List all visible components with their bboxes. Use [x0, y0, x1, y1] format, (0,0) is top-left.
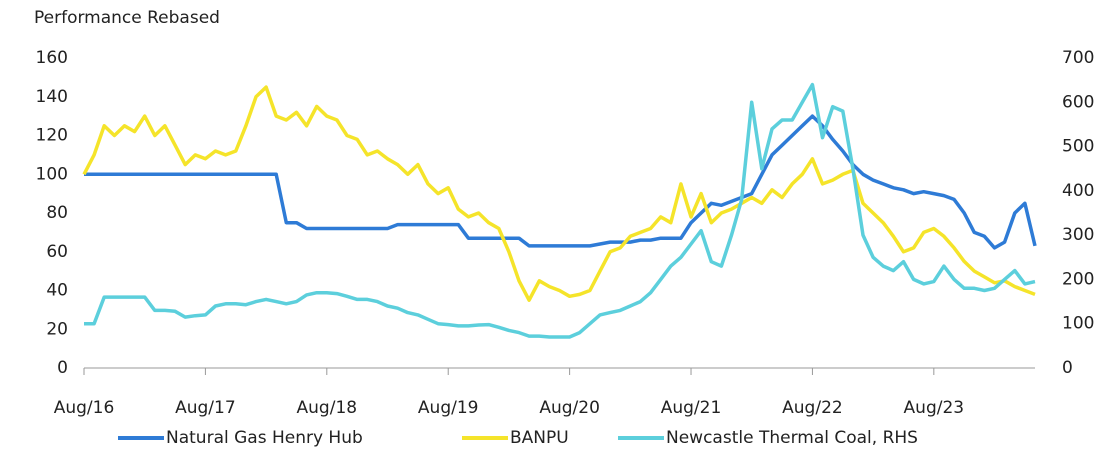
y-tick-label: 80: [46, 203, 68, 223]
series-line: [84, 114, 1037, 250]
x-tick-label: Aug/18: [297, 398, 358, 418]
x-tick-label: Aug/22: [782, 398, 843, 418]
legend-label: Natural Gas Henry Hub: [166, 428, 363, 448]
x-tick-label: Aug/23: [904, 398, 965, 418]
y2-tick-label: 200: [1062, 269, 1094, 289]
x-tick-label: Aug/20: [539, 398, 600, 418]
y-tick-label: 140: [36, 87, 68, 107]
y-tick-label: 0: [57, 358, 68, 378]
series-line: [82, 85, 1036, 302]
y2-tick-label: 300: [1062, 225, 1094, 245]
legend-label: Newcastle Thermal Coal, RHS: [666, 428, 918, 448]
y2-tick-label: 0: [1062, 358, 1073, 378]
x-tick-label: Aug/17: [175, 398, 236, 418]
y2-tick-label: 400: [1062, 181, 1094, 201]
y-tick-label: 20: [46, 319, 68, 339]
y-tick-label: 160: [36, 48, 68, 68]
x-tick-label: Aug/19: [418, 398, 479, 418]
y-tick-label: 120: [36, 126, 68, 146]
x-tick-label: Aug/21: [661, 398, 722, 418]
series-line: [84, 82, 1036, 339]
y2-tick-label: 100: [1062, 314, 1094, 334]
legend-label: BANPU: [510, 428, 569, 448]
y-tick-label: 40: [46, 281, 68, 301]
axis-title: Performance Rebased: [34, 8, 220, 28]
y2-tick-label: 600: [1062, 92, 1094, 112]
y-tick-label: 100: [36, 164, 68, 184]
x-tick-label: Aug/16: [54, 398, 115, 418]
y2-tick-label: 700: [1062, 48, 1094, 68]
y2-tick-label: 500: [1062, 137, 1094, 157]
y-tick-label: 60: [46, 242, 68, 262]
